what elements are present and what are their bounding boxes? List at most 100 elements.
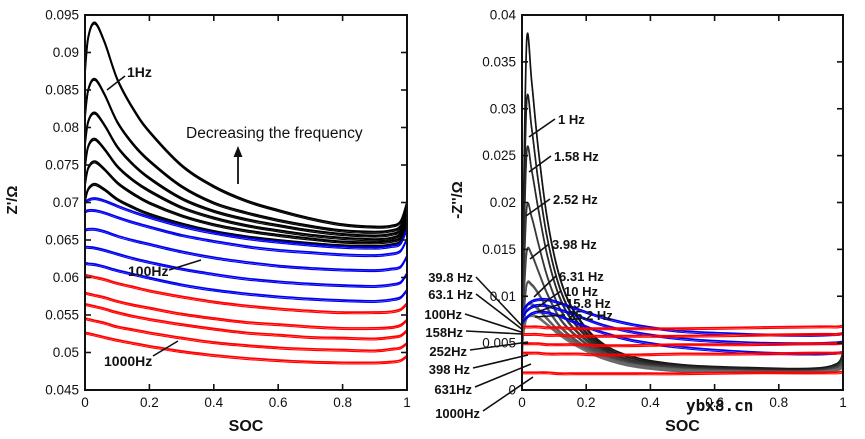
zimag-leader-1-hz: [528, 118, 556, 138]
zreal-curve-2-52-hz-pair: [85, 113, 407, 238]
zreal-ytick-label: 0.07: [53, 195, 79, 210]
zimag-leader-3-98-hz: [529, 243, 550, 260]
watermark: ybx8.cn: [686, 396, 754, 415]
zimag-leader-25-2-hz: [534, 314, 566, 318]
zreal-xtick-label: 0.4: [204, 395, 223, 410]
zimag-ytick-label: 0: [508, 383, 516, 398]
zimag-annotation-1-58-hz: 1.58 Hz: [554, 149, 599, 164]
zreal-curve-6-31-hz: [85, 160, 407, 244]
zreal-leader-100hz: [168, 259, 202, 271]
zimag-leader-398-hz: [472, 354, 529, 369]
zreal-ytick-label: 0.085: [45, 83, 79, 98]
zimag-leader-252hz: [469, 341, 529, 351]
zimag-leader-15-8-hz: [536, 302, 564, 313]
zimag-curve-398-hz: [522, 341, 843, 346]
zimag-leader-6-31-hz: [533, 275, 557, 298]
zreal-annotations: 1Hz Decreasing the frequency 100Hz 1000Hz: [104, 64, 363, 369]
zimag-leader-1-58-hz: [528, 155, 552, 173]
zimag-annotation-39-8-hz: 39.8 Hz: [428, 270, 473, 285]
zreal-annotation-decreasing-the-frequency: Decreasing the frequency: [186, 125, 363, 142]
zreal-ylabel: Z'/Ω: [4, 186, 21, 215]
zimag-annotation-1-hz: 1 Hz: [558, 112, 585, 127]
zimag-xtick-label: 0.2: [577, 395, 596, 410]
zimag-leader-1000hz: [482, 376, 534, 412]
zreal-curve-398-hz: [85, 302, 407, 340]
zimag-curve-158-hz: [522, 324, 843, 330]
zreal-curve-158-hz-pair: [85, 275, 407, 315]
zimag-xtick-label: 0.4: [641, 395, 660, 410]
zimag-curve-631-hz-pair: [522, 352, 843, 357]
zreal-curve-10-hz: [85, 182, 407, 248]
zimag-annotation-2-52-hz: 2.52 Hz: [553, 192, 598, 207]
zreal-curve-25-2-hz: [85, 208, 407, 256]
zreal-plot: 0 0.2 0.4 0.6 0.8 1 0.045 0.05 0.055 0.06 0.065 0.0…: [4, 8, 411, 436]
zreal-curve-3-98-hz: [85, 137, 407, 241]
zimag-leader-39-8-hz: [475, 276, 524, 328]
zreal-curve-63-1-hz-pair: [85, 247, 407, 288]
zimag-curve-398-hz-pair: [522, 343, 843, 348]
zreal-curve-252-hz-pair: [85, 293, 407, 331]
zimag-curve-1000-hz-pair: [522, 372, 843, 376]
zimag-annotation-631hz: 631Hz: [434, 382, 472, 397]
zimag-annotation-3-98-hz: 3.98 Hz: [552, 237, 597, 252]
zimag-ytick-label: 0.04: [490, 8, 517, 23]
zimag-annotation-252hz: 252Hz: [429, 344, 467, 359]
zimag-annotation-10-hz: 10 Hz: [564, 284, 598, 299]
zreal-curve-1-hz-pair: [85, 23, 407, 229]
zimag-xtick-label: 0.8: [769, 395, 788, 410]
zreal-curve-1000-hz-pair: [85, 333, 407, 365]
zreal-curve-100-hz: [85, 261, 407, 302]
zimag-annotation-1000hz: 1000Hz: [435, 406, 480, 421]
zimag-ytick-label: 0.03: [490, 101, 516, 116]
zimag-curve-1000-hz: [522, 370, 843, 375]
zreal-xtick-label: 1: [403, 395, 411, 410]
zreal-ytick-label: 0.075: [45, 158, 79, 173]
zreal-curve-252-hz: [85, 291, 407, 329]
zimag-annotation-6-31-hz: 6.31 Hz: [559, 269, 604, 284]
zreal-curve-631-hz-pair: [85, 319, 407, 353]
zimag-xlabel: SOC: [665, 418, 700, 435]
zreal-ytick-label: 0.08: [53, 120, 79, 135]
zreal-xtick-label: 0.8: [333, 395, 352, 410]
zimag-ytick-label: 0.015: [482, 242, 516, 257]
zreal-curve-3-98-hz-pair: [85, 139, 407, 242]
zimag-curve-252-hz: [522, 331, 843, 337]
zreal-curve-1-58-hz: [85, 77, 407, 233]
zreal-ytick-label: 0.05: [53, 345, 79, 360]
zreal-ytick-label: 0.06: [53, 270, 79, 285]
zreal-curve-100-hz-pair: [85, 263, 407, 303]
zreal-curve-39-8-hz: [85, 227, 407, 271]
zimag-xtick-label: 0.6: [705, 395, 724, 410]
zreal-curve-63-1-hz: [85, 245, 407, 287]
zimag-leader-10-hz: [537, 290, 562, 308]
zreal-ytick-label: 0.095: [45, 8, 79, 23]
zimag-ylabel: -Z''/Ω: [449, 181, 466, 219]
zimag-leader-158hz: [465, 330, 523, 335]
zimag-annotation-63-1-hz: 63.1 Hz: [428, 287, 473, 302]
zimag-leader-100hz: [464, 313, 522, 333]
zreal-curve-1-58-hz-pair: [85, 79, 407, 234]
zreal-curve-1-hz: [85, 21, 407, 228]
zreal-xlabel: SOC: [229, 418, 264, 435]
zimag-ytick-label: 0.035: [482, 54, 516, 69]
zimag-curve-631-hz: [522, 350, 843, 356]
zimag-leader-2-52-hz: [525, 198, 551, 217]
zimag-annotation-15-8-hz: 15.8 Hz: [566, 296, 611, 311]
zreal-leader-1hz: [106, 75, 126, 91]
zreal-annotation-1000hz: 1000Hz: [104, 353, 152, 369]
zimag-annotation-398-hz: 398 Hz: [429, 362, 471, 377]
zreal-ytick-label: 0.045: [45, 383, 79, 398]
zreal-curve-631-hz: [85, 317, 407, 352]
zreal-arrow-head: [233, 146, 243, 157]
zimag-curve-39-8-hz-pair: [522, 299, 843, 337]
zreal-annotation-100hz: 100Hz: [128, 263, 168, 279]
zimag-leader-63-1-hz: [475, 293, 524, 331]
zreal-ytick-label: 0.065: [45, 233, 79, 248]
zreal-curve-25-2-hz-pair: [85, 210, 407, 258]
zimag-xtick-label: 1: [839, 395, 847, 410]
zreal-annotation-1hz: 1Hz: [127, 64, 152, 80]
zreal-curve-39-8-hz-pair: [85, 229, 407, 273]
zreal-curve-1000-hz: [85, 331, 407, 364]
